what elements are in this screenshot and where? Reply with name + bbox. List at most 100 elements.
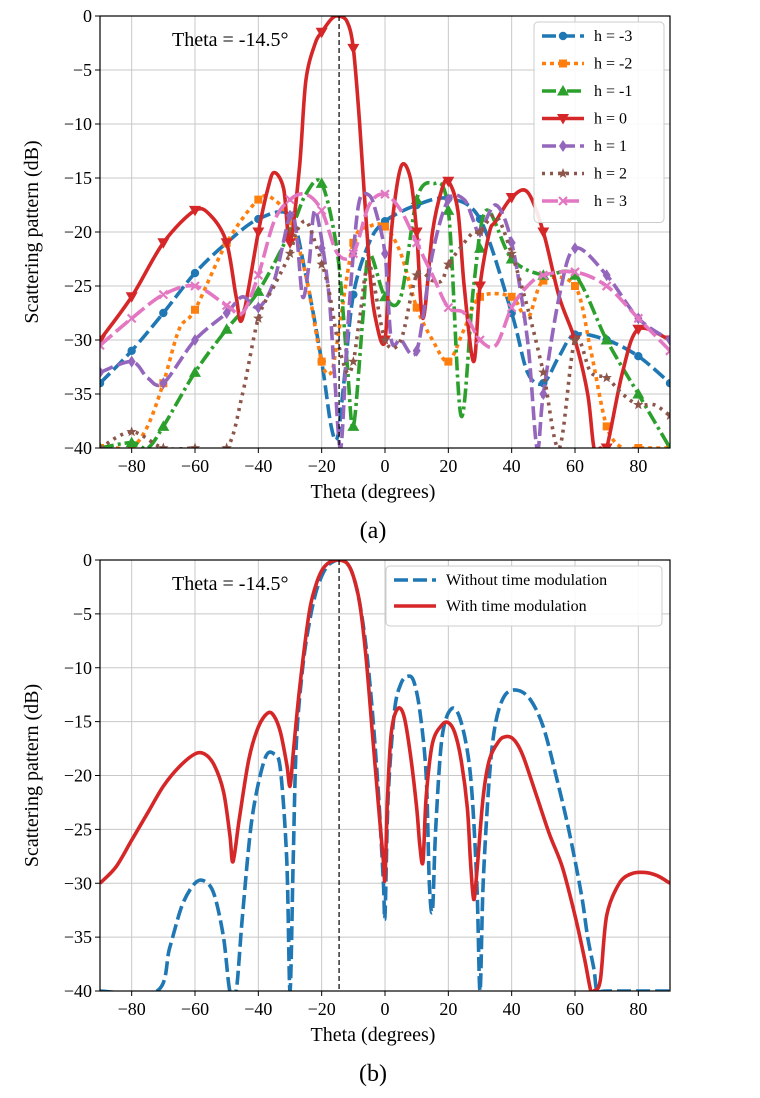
y-axis-label: Scattering pattern (dB) (21, 140, 43, 323)
series-marker-4 (666, 334, 670, 346)
series-marker-4 (222, 307, 231, 319)
series-marker-5 (100, 442, 106, 448)
series-marker-4 (127, 355, 136, 368)
series-marker-2 (125, 436, 138, 448)
series-marker-5 (411, 269, 422, 280)
x-tick-label: 20 (439, 456, 457, 476)
y-tick-label: −30 (64, 873, 92, 893)
x-axis-label: Theta (degrees) (311, 1024, 436, 1046)
series-marker-4 (602, 269, 611, 282)
series-marker-3 (410, 227, 423, 238)
series-marker-6 (221, 300, 232, 311)
series-marker-0 (634, 352, 643, 361)
series-marker-2 (474, 242, 486, 253)
y-tick-label: −5 (73, 60, 92, 80)
series-line-0 (100, 560, 670, 991)
series-marker-4 (539, 388, 548, 400)
series-group (100, 560, 670, 991)
x-tick-label: −20 (308, 999, 336, 1019)
series-marker-5 (284, 248, 296, 259)
legend-marker-2 (557, 85, 569, 96)
series-line-1 (100, 560, 670, 991)
series-marker-4 (317, 242, 326, 255)
y-tick-label: −40 (64, 981, 92, 1001)
series-line-5 (100, 213, 670, 448)
series-marker-6 (411, 238, 422, 248)
series-marker-2 (632, 388, 645, 399)
legend-label-3: h = 0 (594, 111, 627, 128)
series-marker-5 (189, 442, 201, 448)
series-marker-2 (252, 285, 265, 296)
series-marker-3 (600, 443, 613, 448)
y-tick-label: −25 (64, 276, 92, 296)
x-tick-label: −60 (181, 456, 209, 476)
legend-label-0: h = -3 (594, 28, 632, 45)
legend-label-5: h = 2 (594, 166, 627, 183)
series-marker-0 (665, 379, 670, 388)
series-marker-5 (538, 366, 549, 377)
y-tick-label: −35 (64, 384, 92, 404)
x-tick-label: 80 (629, 456, 647, 476)
y-tick-label: −10 (64, 658, 92, 678)
x-tick-label: 60 (566, 456, 584, 476)
series-marker-3 (220, 238, 233, 249)
series-marker-5 (348, 356, 359, 367)
series-marker-6 (601, 281, 612, 291)
series-marker-6 (538, 270, 549, 280)
x-tick-label: −20 (308, 456, 336, 476)
series-marker-6 (475, 335, 485, 345)
legend-marker-6 (558, 196, 568, 206)
series-marker-5 (569, 334, 581, 345)
legend: Without time modulation With time modulat… (385, 565, 663, 627)
series-marker-1 (317, 357, 326, 366)
series-marker-6 (158, 289, 169, 300)
series-marker-5 (126, 426, 137, 437)
x-tick-label: 40 (503, 456, 521, 476)
series-marker-4 (507, 236, 516, 249)
ticks: −80 −60 −40 −20 0 20 40 60 80 0 −5 −10 −15 −20 −25 −30 −… (64, 6, 647, 476)
series-marker-5 (379, 334, 391, 345)
series-marker-3 (315, 27, 328, 39)
x-tick-label: −80 (118, 456, 146, 476)
annotation-text: Theta = -14.5° (172, 573, 288, 595)
series-marker-0 (100, 379, 105, 388)
y-tick-label: −5 (73, 604, 92, 624)
series-marker-4 (254, 301, 263, 314)
x-tick-label: 20 (439, 999, 457, 1019)
series-marker-0 (190, 268, 200, 278)
legend-box (385, 565, 663, 627)
series-marker-3 (189, 205, 201, 217)
legend-marker-0 (558, 31, 568, 41)
series-marker-2 (442, 204, 455, 215)
series-marker-1 (191, 305, 199, 314)
x-axis-label: Theta (degrees) (311, 481, 436, 503)
series-marker-3 (284, 238, 296, 249)
y-tick-label: −20 (64, 766, 92, 786)
legend-label-4: h = 1 (594, 138, 627, 155)
series-marker-6 (285, 194, 295, 205)
series-marker-2 (220, 323, 233, 334)
series-marker-1 (571, 282, 579, 290)
series-marker-4 (444, 193, 453, 206)
series-line-0 (100, 196, 670, 442)
panel-caption: (a) (360, 518, 387, 544)
series-marker-6 (253, 270, 264, 280)
legend-label-0: Without time modulation (446, 572, 607, 589)
series-marker-4 (381, 247, 389, 260)
x-tick-label: 60 (566, 999, 584, 1019)
series-marker-5 (601, 372, 612, 383)
series-marker-6 (443, 302, 454, 313)
y-tick-label: −15 (64, 168, 92, 188)
chart-panel-a: −80 −60 −40 −20 0 20 40 60 80 0 −5 −10 −15 −20 −25 −30 −… (21, 6, 671, 544)
series-marker-3 (474, 281, 486, 292)
series-marker-2 (157, 420, 170, 431)
legend-marker-1 (559, 59, 567, 68)
series-line-2 (100, 178, 670, 448)
series-marker-5 (664, 410, 670, 421)
series-marker-2 (347, 420, 360, 431)
series-marker-6 (633, 313, 644, 324)
y-tick-label: 0 (83, 6, 92, 26)
chart-panel-b: −80 −60 −40 −20 0 20 40 60 80 0 −5 −10 −15 −20 −25 −30 −… (21, 550, 671, 1087)
y-tick-label: 0 (83, 550, 92, 570)
series-marker-2 (600, 334, 613, 345)
